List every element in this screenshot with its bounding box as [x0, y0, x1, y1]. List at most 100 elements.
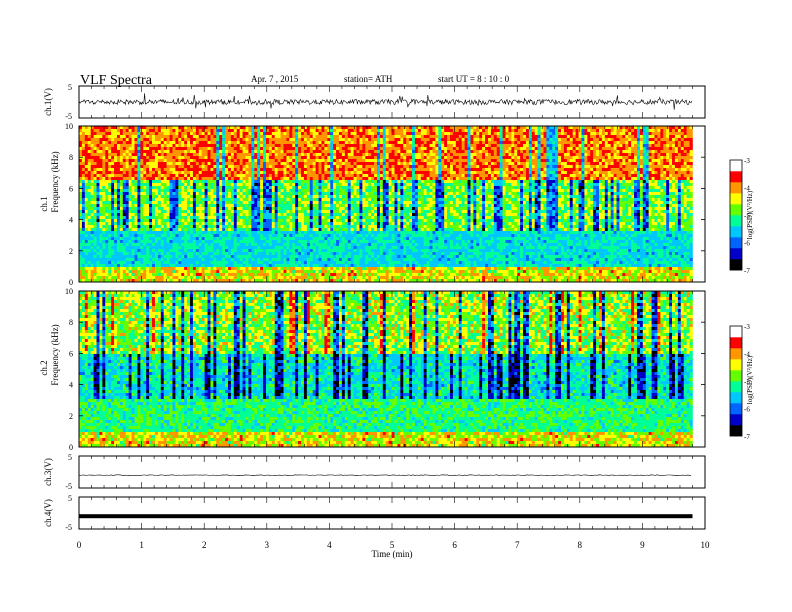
spectrogram-cell — [312, 168, 316, 172]
spectrogram-cell — [134, 183, 138, 187]
spectrogram-cell — [216, 270, 220, 274]
spectrogram-cell — [210, 279, 214, 283]
spectrogram-cell — [330, 189, 334, 193]
spectrogram-cell — [274, 126, 278, 130]
spectrogram-cell — [90, 183, 94, 187]
spectrogram-cell — [111, 147, 115, 151]
spectrogram-cell — [289, 174, 293, 178]
spectrogram-cell — [315, 183, 319, 187]
spectrogram-cell — [268, 195, 273, 199]
spectrogram-cell — [339, 168, 343, 172]
spectrogram-cell — [201, 270, 205, 274]
spectrogram-cell — [190, 246, 194, 250]
spectrogram-cell — [99, 138, 103, 142]
spectrogram-cell — [330, 165, 334, 169]
spectrogram-cell — [96, 156, 100, 160]
spectrogram-cell — [271, 219, 276, 223]
spectrogram-cell — [187, 126, 191, 130]
spectrogram-cell — [318, 258, 322, 262]
spectrogram-cell — [204, 276, 208, 280]
spectrogram-cell — [108, 243, 112, 247]
spectrogram-cell — [245, 129, 249, 133]
spectrogram-cell — [190, 210, 194, 214]
spectrogram-cell — [116, 210, 121, 214]
spectrogram-cell — [146, 225, 150, 229]
spectrogram-cell — [341, 165, 346, 169]
spectrogram-cell — [344, 249, 349, 253]
spectrogram-cell — [192, 243, 197, 247]
spectrogram-cell — [274, 216, 278, 220]
spectrogram-cell — [96, 273, 100, 277]
spectrogram-cell — [195, 195, 200, 199]
spectrogram-cell — [242, 192, 246, 196]
ch1-waveform-panel: 5 -5 ch.1(V) — [43, 83, 706, 121]
spectrogram-cell — [344, 162, 349, 166]
spectrogram-cell — [190, 216, 194, 220]
spectrogram-cell — [116, 198, 121, 202]
spectrogram-cell — [102, 264, 106, 268]
spectrogram-cell — [274, 240, 278, 244]
spectrogram-cell — [301, 258, 305, 262]
spectrogram-cell — [143, 186, 147, 190]
spectrogram-cell — [350, 129, 354, 133]
spectrogram-cell — [248, 147, 252, 151]
spectrogram-cell — [172, 165, 176, 169]
spectrogram-cell — [298, 276, 302, 280]
spectrogram-cell — [219, 264, 223, 268]
spectrogram-cell — [108, 192, 112, 196]
spectrogram-cell — [225, 144, 229, 148]
spectrogram-cell — [216, 189, 220, 193]
spectrogram-cell — [84, 231, 89, 235]
spectrogram-cell — [257, 249, 261, 253]
spectrogram-cell — [119, 216, 124, 220]
spectrogram-cell — [213, 225, 217, 229]
spectrogram-cell — [166, 276, 170, 280]
spectrogram-cell — [172, 273, 176, 277]
spectrogram-cell — [333, 204, 337, 208]
spectrogram-cell — [227, 216, 232, 220]
spectrogram-cell — [301, 222, 305, 226]
spectrogram-cell — [301, 195, 305, 199]
spectrogram-cell — [283, 252, 287, 256]
spectrogram-cell — [248, 192, 252, 196]
spectrogram-cell — [160, 189, 165, 193]
spectrogram-cell — [254, 156, 258, 160]
spectrogram-cell — [187, 195, 191, 199]
spectrogram-cell — [265, 171, 270, 175]
spectrogram-cell — [204, 174, 208, 178]
spectrogram-cell — [137, 201, 141, 205]
spectrogram-cell — [222, 249, 226, 253]
spectrogram-cell — [184, 204, 188, 208]
spectrogram-cell — [178, 198, 182, 202]
spectrogram-cell — [245, 252, 249, 256]
spectrogram-cell — [187, 144, 191, 148]
spectrogram-cell — [242, 243, 246, 247]
spectrogram-cell — [184, 141, 188, 145]
spectrogram-cell — [239, 159, 243, 163]
spectrogram-cell — [260, 159, 264, 163]
spectrogram-cell — [303, 216, 308, 220]
spectrogram-cell — [248, 201, 252, 205]
figure-start-time: start UT = 8 : 10 : 0 — [438, 74, 510, 84]
spectrogram-cell — [245, 243, 249, 247]
spectrogram-cell — [292, 156, 296, 160]
spectrogram-cell — [99, 270, 103, 274]
spectrogram-cell — [315, 180, 319, 184]
spectrogram-cell — [356, 174, 360, 178]
spectrogram-cell — [312, 237, 316, 241]
spectrogram-cell — [286, 129, 290, 133]
spectrogram-cell — [263, 186, 267, 190]
spectrogram-cell — [254, 261, 258, 265]
spectrogram-cell — [265, 258, 270, 262]
spectrogram-cell — [157, 264, 162, 268]
spectrogram-cell — [102, 132, 106, 136]
spectrogram-cell — [84, 159, 89, 163]
spectrogram-cell — [219, 159, 223, 163]
spectrogram-cell — [336, 210, 340, 214]
spectrogram-cell — [295, 156, 299, 160]
spectrogram-cell — [233, 138, 238, 142]
spectrogram-cell — [96, 189, 100, 193]
spectrogram-cell — [356, 204, 360, 208]
spectrogram-cell — [353, 168, 357, 172]
spectrogram-cell — [330, 141, 334, 145]
